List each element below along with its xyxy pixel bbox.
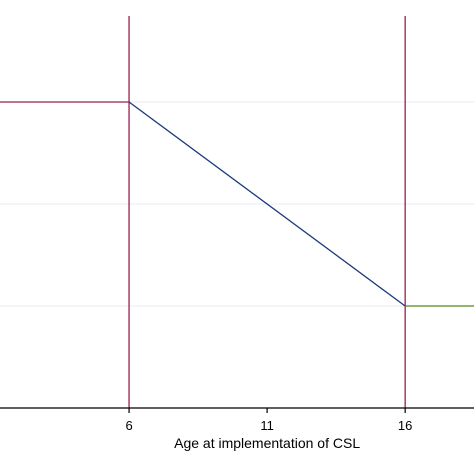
reference-lines xyxy=(128,16,406,408)
series-segment-2 xyxy=(128,101,406,307)
grid-lines xyxy=(0,101,474,307)
x-tick-label-11: 11 xyxy=(260,418,274,433)
series-lines xyxy=(0,101,474,307)
x-axis-ticks: 6 11 16 xyxy=(125,408,412,433)
x-axis-title: Age at implementation of CSL xyxy=(174,435,360,451)
x-tick-label-6: 6 xyxy=(125,418,132,433)
x-tick-label-16: 16 xyxy=(398,418,412,433)
